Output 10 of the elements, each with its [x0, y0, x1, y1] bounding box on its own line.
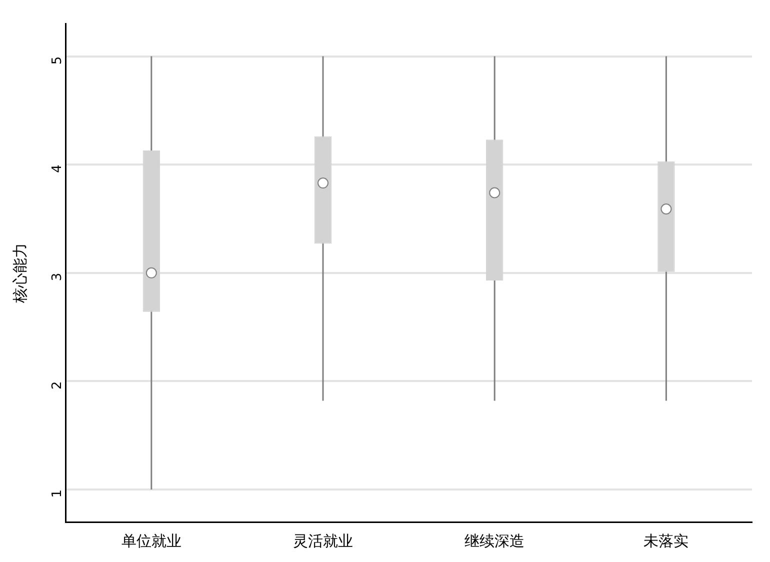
x-tick-label: 继续深造 [464, 532, 525, 550]
y-tick-label: 2 [50, 381, 65, 390]
x-tick-label: 单位就业 [121, 532, 182, 550]
x-tick-label: 灵活就业 [293, 532, 353, 550]
y-tick-label: 3 [50, 272, 65, 282]
x-tick-label: 未落实 [644, 532, 689, 550]
y-tick-label: 1 [50, 490, 65, 498]
y-tick-label: 5 [50, 56, 65, 65]
y-tick-label: 4 [50, 164, 65, 173]
y-axis-title: 核心能力 [10, 242, 29, 304]
